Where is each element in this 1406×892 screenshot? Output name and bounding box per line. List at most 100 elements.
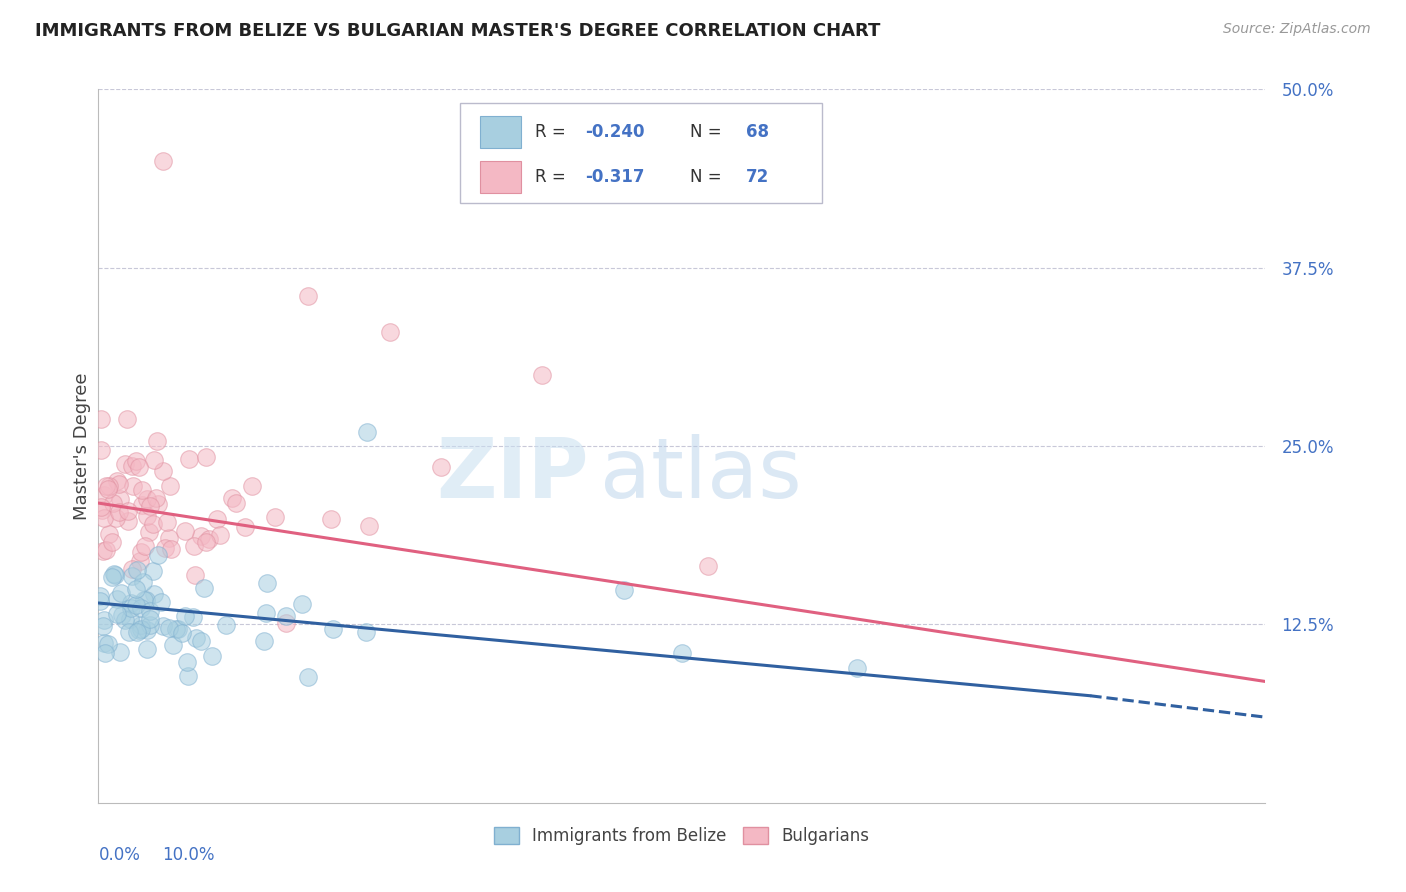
Point <box>253 633 276 648</box>
Point <box>181 610 204 624</box>
Point <box>380 325 402 339</box>
Point <box>125 598 148 612</box>
Legend: Immigrants from Belize, Bulgarians: Immigrants from Belize, Bulgarians <box>488 820 876 852</box>
Point <box>190 633 212 648</box>
Text: -0.240: -0.240 <box>585 123 644 141</box>
Point <box>195 535 218 549</box>
Point <box>148 497 170 511</box>
Point <box>114 457 136 471</box>
Point <box>90 442 112 457</box>
Point <box>131 483 153 497</box>
Point <box>110 645 132 659</box>
Point <box>183 568 205 582</box>
Point <box>139 604 162 618</box>
Point <box>139 618 162 632</box>
Point <box>208 528 231 542</box>
Point <box>356 425 378 439</box>
Point <box>136 508 159 523</box>
Point <box>143 587 166 601</box>
Point <box>195 450 218 464</box>
Point <box>846 661 869 675</box>
Point <box>145 491 167 506</box>
Point <box>98 527 121 541</box>
Point <box>121 569 143 583</box>
Point <box>100 534 122 549</box>
Point <box>184 632 207 646</box>
Point <box>190 529 212 543</box>
Text: 0.0%: 0.0% <box>98 846 141 863</box>
Point <box>671 646 693 660</box>
Point <box>205 512 228 526</box>
Point <box>120 596 142 610</box>
Point <box>131 575 153 590</box>
Point <box>93 613 115 627</box>
Point <box>129 622 152 636</box>
Point <box>93 636 115 650</box>
Point <box>121 458 143 473</box>
Point <box>89 594 111 608</box>
Point <box>290 597 312 611</box>
Point <box>152 153 174 168</box>
Point <box>118 625 141 640</box>
Point <box>110 491 132 506</box>
Point <box>146 434 169 449</box>
Point <box>110 586 132 600</box>
Point <box>138 524 160 539</box>
Point <box>354 624 377 639</box>
Point <box>104 568 127 582</box>
Point <box>215 618 238 632</box>
Point <box>104 510 127 524</box>
Point <box>108 477 131 491</box>
Point <box>157 531 180 545</box>
Point <box>233 520 256 534</box>
Point <box>274 615 297 630</box>
Text: ZIP: ZIP <box>436 434 589 515</box>
Point <box>132 593 155 607</box>
Text: IMMIGRANTS FROM BELIZE VS BULGARIAN MASTER'S DEGREE CORRELATION CHART: IMMIGRANTS FROM BELIZE VS BULGARIAN MAST… <box>35 22 880 40</box>
Point <box>159 542 181 557</box>
Point <box>179 452 201 467</box>
Point <box>97 482 120 496</box>
Point <box>201 648 224 663</box>
Point <box>530 368 553 382</box>
Point <box>128 623 150 637</box>
Point <box>101 496 124 510</box>
Point <box>240 479 263 493</box>
Point <box>173 524 195 538</box>
Point <box>162 638 184 652</box>
FancyBboxPatch shape <box>460 103 823 203</box>
Point <box>322 623 344 637</box>
Point <box>93 511 115 525</box>
Point <box>165 622 187 636</box>
Point <box>174 608 197 623</box>
Point <box>127 625 149 640</box>
Point <box>120 612 142 626</box>
Point <box>121 562 143 576</box>
Point <box>153 541 176 556</box>
Point <box>94 646 117 660</box>
Text: R =: R = <box>534 123 571 141</box>
Point <box>221 491 243 505</box>
Point <box>136 642 159 657</box>
Point <box>152 464 174 478</box>
Point <box>193 581 215 595</box>
Point <box>142 564 165 578</box>
Point <box>159 478 181 492</box>
Point <box>128 459 150 474</box>
Point <box>156 515 179 529</box>
Text: R =: R = <box>534 168 571 186</box>
Point <box>170 626 193 640</box>
Point <box>142 516 165 531</box>
Point <box>139 500 162 514</box>
Point <box>129 544 152 558</box>
Point <box>274 608 297 623</box>
Point <box>121 479 143 493</box>
Point <box>183 539 205 553</box>
Point <box>117 504 139 518</box>
Point <box>91 618 114 632</box>
Point <box>125 582 148 596</box>
Point <box>135 593 157 607</box>
Point <box>697 558 720 573</box>
Point <box>131 601 153 615</box>
Point <box>91 544 114 558</box>
